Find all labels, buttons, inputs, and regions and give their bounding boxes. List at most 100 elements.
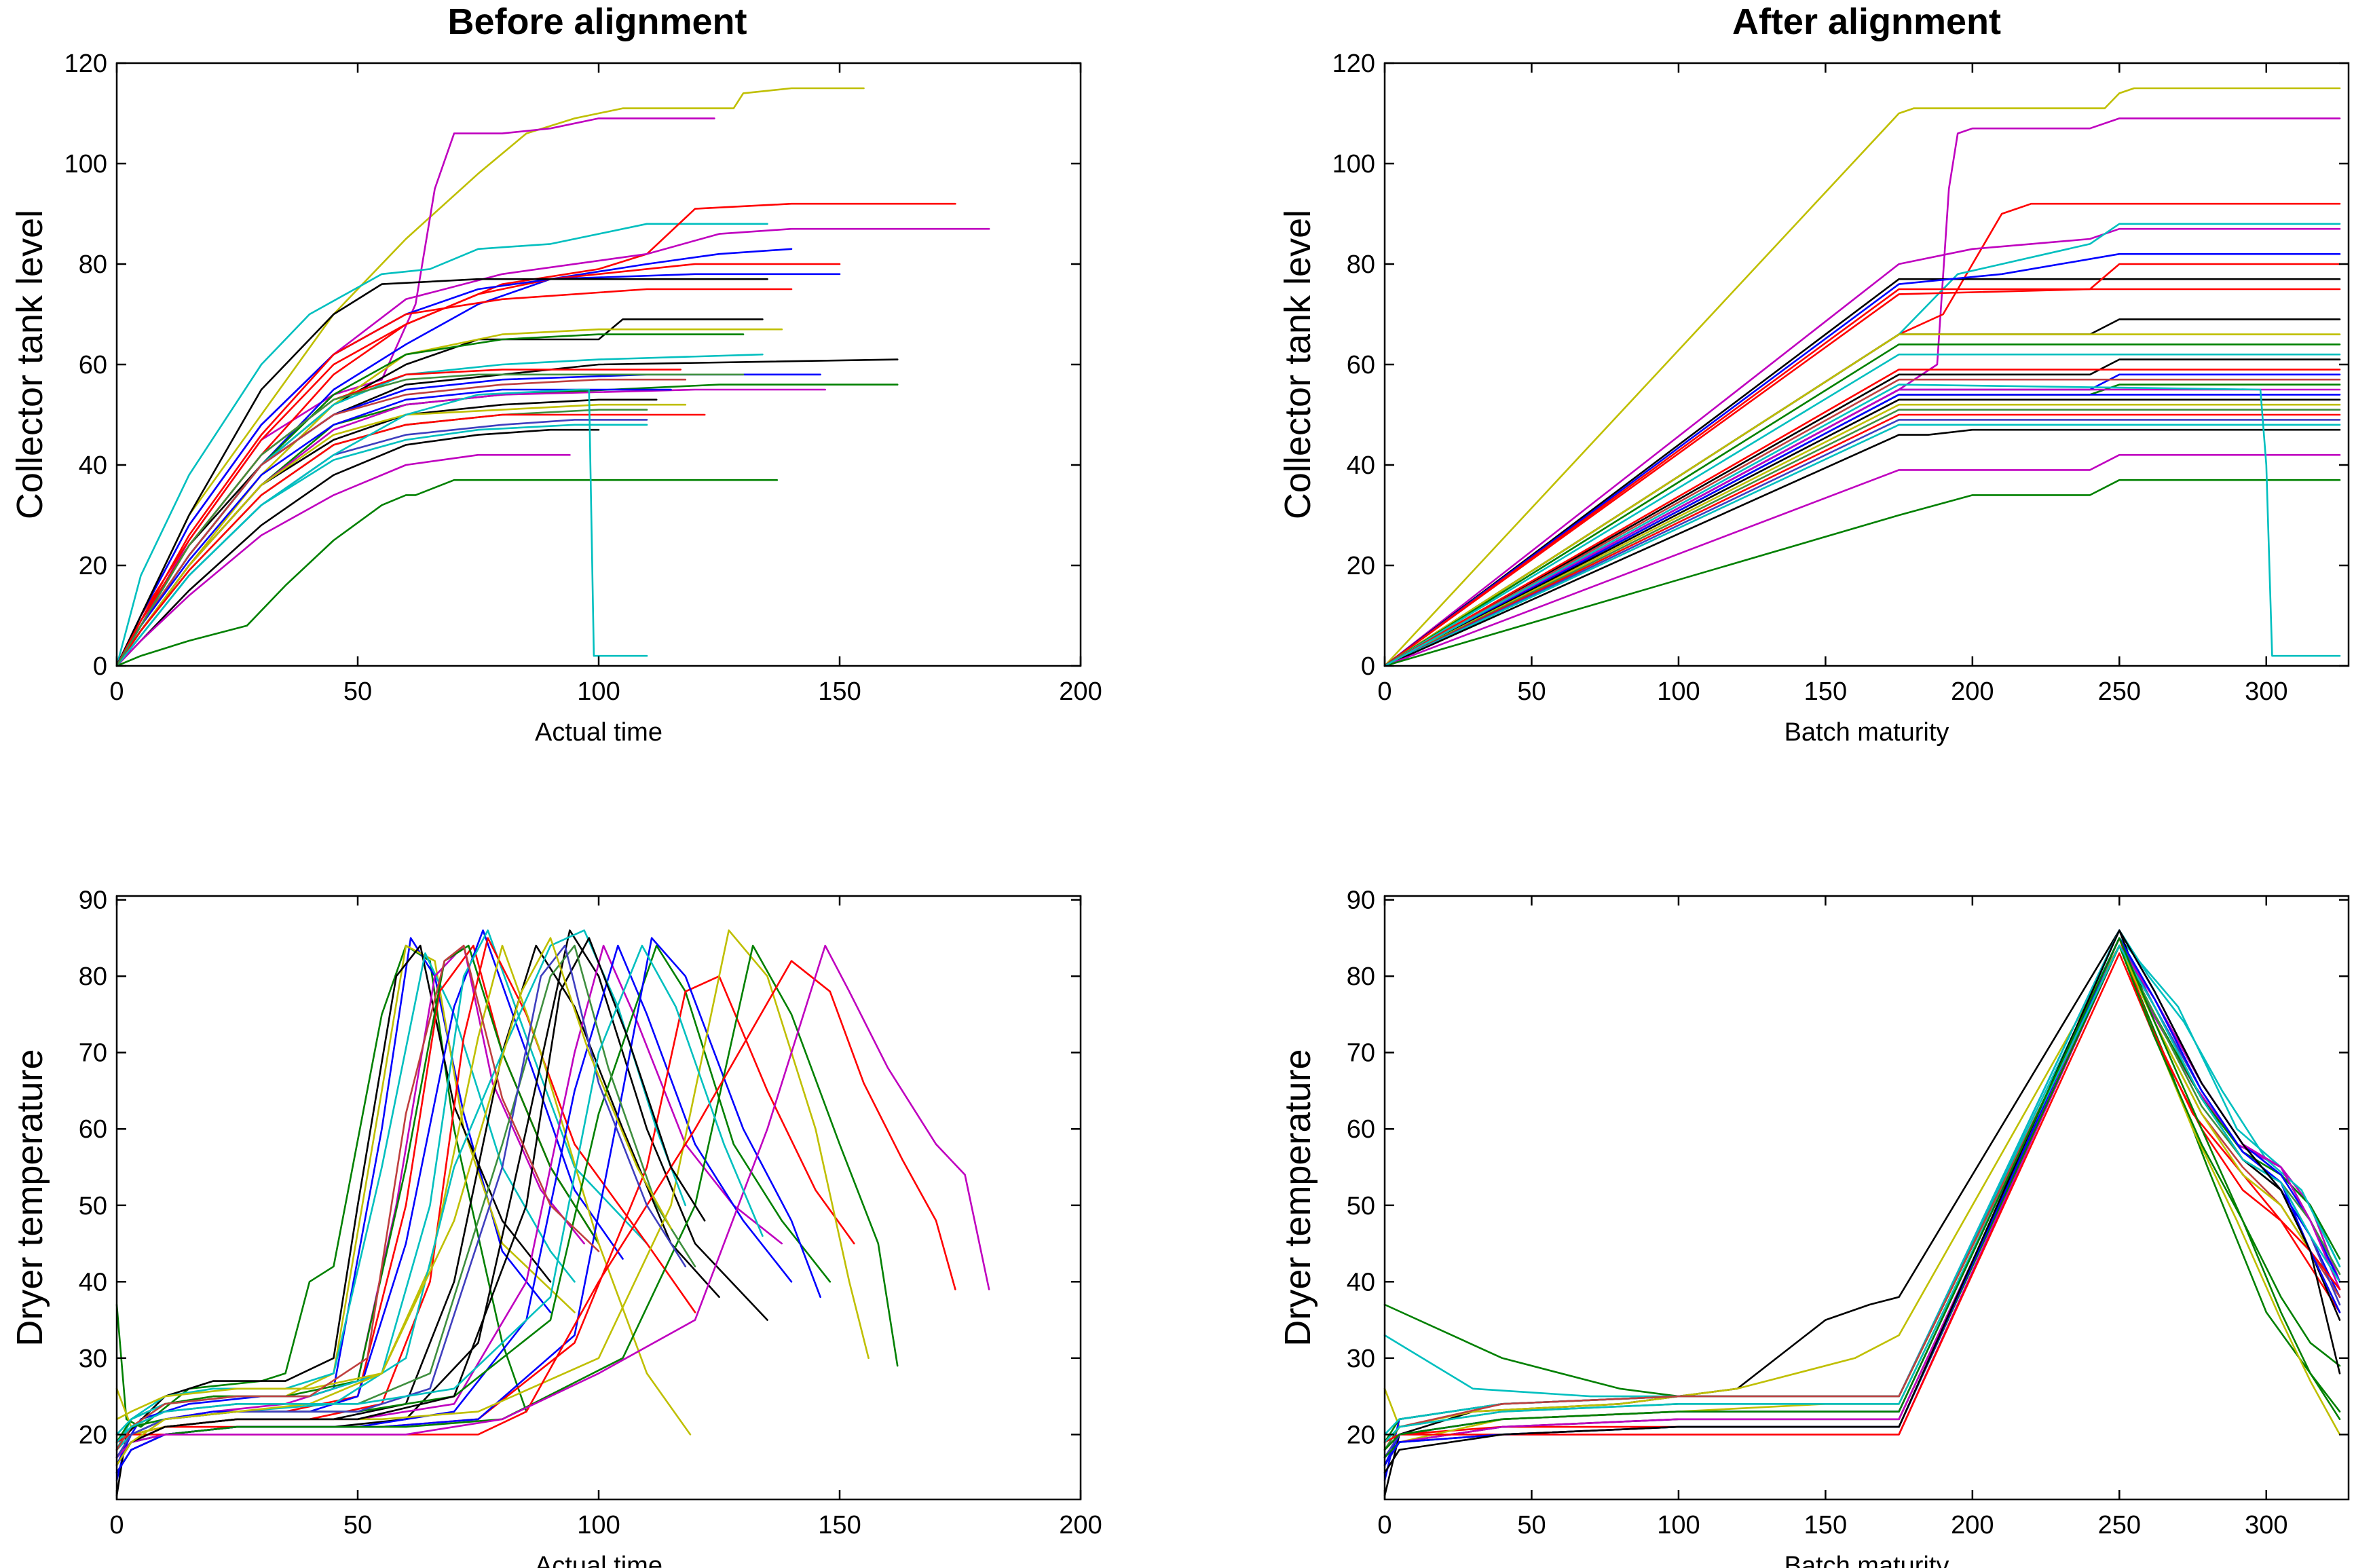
series-line-4 xyxy=(115,944,552,1497)
series-line-6 xyxy=(115,944,600,1451)
series-line-6 xyxy=(1383,937,2341,1451)
y-tick-label: 40 xyxy=(79,1268,107,1296)
series-line-31 xyxy=(115,388,648,667)
series-line-15 xyxy=(1383,944,2341,1466)
series-line-30 xyxy=(115,479,778,667)
series-line-27 xyxy=(115,944,687,1459)
x-tick-label: 150 xyxy=(1804,677,1847,706)
x-tick-label: 50 xyxy=(343,1511,372,1539)
series-line-25 xyxy=(115,413,706,667)
y-tick-label: 40 xyxy=(1347,1268,1375,1296)
series-line-19 xyxy=(1383,388,2341,667)
x-tick-label: 0 xyxy=(109,677,124,706)
series-line-23 xyxy=(115,403,687,667)
series-line-18 xyxy=(1383,944,2341,1459)
y-tick-label: 70 xyxy=(1347,1039,1375,1068)
title-after-alignment: After alignment xyxy=(1732,1,2001,42)
y-tick-label: 80 xyxy=(1347,250,1375,279)
series-line-1 xyxy=(115,87,865,667)
x-tick-label: 50 xyxy=(343,677,372,706)
series-line-1 xyxy=(1383,87,2341,667)
series-line-4 xyxy=(1383,227,2341,667)
series-line-27 xyxy=(1383,428,2341,667)
x-tick-label: 200 xyxy=(1951,677,1994,706)
y-tick-label: 80 xyxy=(79,963,107,991)
series-line-17 xyxy=(1383,378,2341,667)
series-line-9 xyxy=(1383,937,2341,1466)
series-line-16 xyxy=(1383,944,2341,1459)
series-line-26 xyxy=(115,419,648,667)
x-tick-label: 200 xyxy=(1059,677,1102,706)
series-line-29 xyxy=(115,453,571,667)
series-line-29 xyxy=(115,937,672,1466)
chart-collector-tank-after: 0 50 100 150 200 250 300 0 20 40 60 80 100 120 Batch m… xyxy=(1277,50,2350,747)
plot-frame xyxy=(1383,895,2350,1501)
series-line-2 xyxy=(1383,117,2341,667)
chart-dryer-temperature-before: 0 50 100 150 200 20 30 40 50 60 70 80 90 Actual time D… xyxy=(10,886,1102,1568)
series-line-6 xyxy=(1383,278,2341,667)
x-tick-label: 200 xyxy=(1059,1511,1102,1539)
series-line-16 xyxy=(115,384,899,667)
series-line-7 xyxy=(1383,929,2341,1482)
x-tick-label: 0 xyxy=(109,1511,124,1539)
series-line-10 xyxy=(115,929,648,1436)
x-tick-label: 100 xyxy=(577,677,620,706)
series-line-5 xyxy=(115,952,576,1451)
y-tick-label: 20 xyxy=(1347,552,1375,580)
x-tick-label: 50 xyxy=(1517,1511,1546,1539)
y-axis-label: Collector tank level xyxy=(1277,210,1318,519)
series-line-8 xyxy=(1383,263,2341,667)
y-axis-label: Dryer temperature xyxy=(1277,1049,1318,1346)
series-line-13 xyxy=(115,944,720,1459)
series-line-22 xyxy=(1383,937,2341,1451)
series-line-8 xyxy=(115,944,600,1443)
y-tick-label: 0 xyxy=(93,652,107,681)
x-axis-label: Batch maturity xyxy=(1785,1552,1949,1568)
series-line-21 xyxy=(1383,398,2341,667)
x-tick-label: 100 xyxy=(1657,1511,1700,1539)
series-line-25 xyxy=(1383,419,2341,667)
y-tick-label: 0 xyxy=(1361,652,1375,681)
y-tick-label: 60 xyxy=(1347,1115,1375,1144)
y-tick-label: 80 xyxy=(79,250,107,279)
series-line-8 xyxy=(1383,944,2341,1443)
y-tick-label: 120 xyxy=(1332,50,1375,78)
y-axis-label: Dryer temperature xyxy=(10,1049,50,1346)
series-line-2 xyxy=(1383,937,2341,1398)
series-line-9 xyxy=(115,278,768,667)
y-tick-label: 40 xyxy=(1347,451,1375,480)
series-line-5 xyxy=(115,227,990,667)
x-tick-label: 100 xyxy=(1657,677,1700,706)
series-line-10 xyxy=(115,288,793,667)
series-line-4 xyxy=(115,202,956,667)
x-axis-label: Actual time xyxy=(535,1552,662,1568)
y-tick-label: 60 xyxy=(79,351,107,379)
chart-collector-tank-before: 0 50 100 150 200 0 20 40 60 80 100 120 Actual time Co… xyxy=(10,50,1102,747)
series-line-8 xyxy=(115,273,841,667)
series-line-11 xyxy=(1383,333,2341,667)
x-axis-label: Actual time xyxy=(535,718,662,747)
x-tick-label: 150 xyxy=(818,677,861,706)
x-tick-label: 150 xyxy=(1804,1511,1847,1539)
x-tick-label: 250 xyxy=(2098,1511,2141,1539)
y-tick-label: 70 xyxy=(79,1039,107,1068)
series-line-11 xyxy=(1383,944,2341,1451)
y-tick-label: 50 xyxy=(79,1192,107,1220)
series-line-23 xyxy=(1383,409,2341,667)
series-line-32 xyxy=(115,373,745,667)
x-tick-label: 50 xyxy=(1517,677,1546,706)
x-tick-label: 200 xyxy=(1951,1511,1994,1539)
series-line-1 xyxy=(115,944,527,1428)
series-line-20 xyxy=(1383,394,2341,667)
y-tick-label: 40 xyxy=(79,451,107,480)
series-line-13 xyxy=(115,333,745,667)
x-tick-label: 300 xyxy=(2245,677,2287,706)
y-tick-label: 20 xyxy=(79,1421,107,1449)
y-tick-label: 30 xyxy=(1347,1345,1375,1373)
series-line-17 xyxy=(1383,952,2341,1443)
y-tick-label: 90 xyxy=(79,886,107,915)
series-line-25 xyxy=(115,937,706,1466)
chart-dryer-temperature-after: 0 50 100 150 200 250 300 20 30 40 50 60 70 80 90 Batch … xyxy=(1277,886,2350,1568)
series-line-9 xyxy=(1383,288,2341,667)
